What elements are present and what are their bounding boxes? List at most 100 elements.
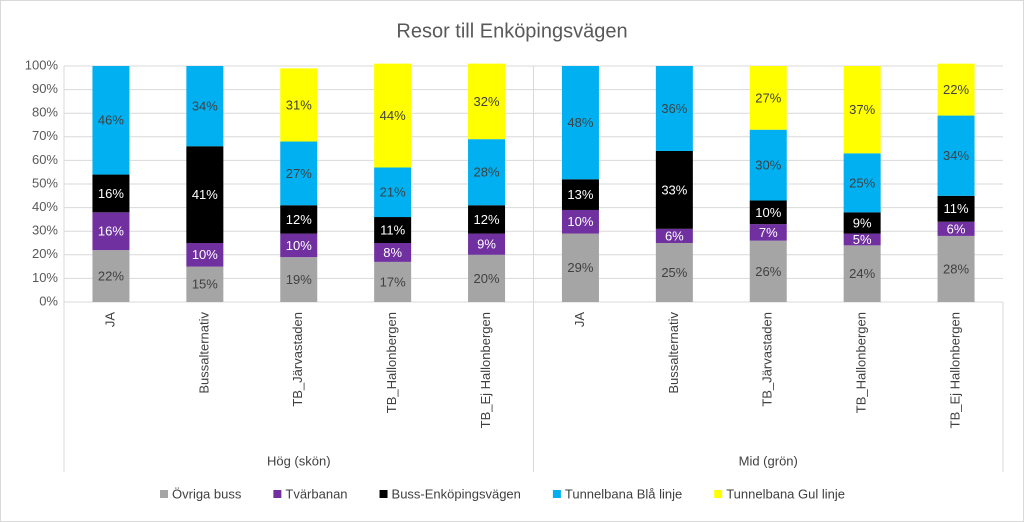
bar-segment bbox=[561, 179, 599, 210]
data-label: 32% bbox=[474, 94, 500, 109]
data-label: 37% bbox=[849, 102, 875, 117]
data-label: 26% bbox=[755, 264, 781, 279]
bar-segment bbox=[280, 68, 318, 142]
bar-segment bbox=[749, 240, 787, 302]
bar-segment bbox=[843, 153, 881, 213]
x-tick-label: JA bbox=[572, 312, 587, 328]
bar-segment bbox=[561, 209, 599, 234]
data-label: 31% bbox=[286, 97, 312, 112]
bar-segment bbox=[280, 257, 318, 302]
x-tick-label: JA bbox=[102, 312, 117, 328]
bar-segment bbox=[749, 200, 787, 225]
data-label: 41% bbox=[192, 187, 218, 202]
data-label: 16% bbox=[98, 186, 124, 201]
group-label: Mid (grön) bbox=[739, 453, 798, 468]
bar-segment bbox=[374, 167, 412, 218]
y-tick-label: 30% bbox=[32, 223, 58, 238]
data-label: 29% bbox=[567, 260, 593, 275]
bar-segment bbox=[937, 221, 975, 236]
bar-segment bbox=[374, 261, 412, 302]
bar-segment bbox=[280, 233, 318, 258]
data-label: 12% bbox=[286, 212, 312, 227]
bar-segment bbox=[92, 250, 130, 302]
data-label: 11% bbox=[380, 222, 405, 237]
data-label: 11% bbox=[944, 201, 969, 216]
bar-segment bbox=[280, 205, 318, 234]
bar-segment bbox=[843, 66, 881, 154]
x-tick-label: TB_Hallonbergen bbox=[384, 312, 399, 413]
bar-segment bbox=[186, 66, 224, 147]
bar-segment bbox=[186, 146, 224, 243]
bar-segment bbox=[843, 212, 881, 234]
bar-segment bbox=[655, 243, 693, 302]
y-tick-label: 70% bbox=[32, 128, 58, 143]
bar-segment bbox=[561, 233, 599, 302]
data-label: 20% bbox=[474, 271, 500, 286]
legend-marker bbox=[160, 490, 168, 498]
data-label: 15% bbox=[192, 277, 218, 292]
legend-label: Övriga buss bbox=[172, 486, 242, 501]
data-label: 10% bbox=[755, 205, 781, 220]
legend-label: Tunnelbana Gul linje bbox=[726, 486, 845, 501]
data-label: 12% bbox=[474, 212, 500, 227]
y-tick-label: 60% bbox=[32, 152, 58, 167]
bar-segment bbox=[749, 129, 787, 201]
legend-label: Tunnelbana Blå linje bbox=[565, 486, 682, 501]
data-label: 24% bbox=[849, 266, 875, 281]
y-tick-label: 20% bbox=[32, 246, 58, 261]
legend-marker bbox=[379, 490, 388, 498]
chart-title: Resor till Enköpingsvägen bbox=[396, 20, 627, 42]
x-tick-label: TB_Ej Hallonbergen bbox=[478, 312, 493, 428]
data-label: 16% bbox=[98, 224, 124, 239]
bar-segment bbox=[468, 233, 506, 255]
y-tick-label: 90% bbox=[32, 81, 58, 96]
bar-segment bbox=[280, 141, 318, 206]
data-label: 44% bbox=[380, 108, 406, 123]
data-label: 48% bbox=[567, 115, 593, 130]
data-label: 6% bbox=[665, 228, 684, 243]
bar-segment bbox=[374, 63, 412, 168]
bar-segment bbox=[468, 205, 506, 234]
data-label: 10% bbox=[286, 238, 312, 253]
y-tick-label: 100% bbox=[25, 57, 59, 72]
bar-segment bbox=[186, 266, 224, 302]
legend-label: Buss-Enköpingsvägen bbox=[392, 486, 521, 501]
data-label: 8% bbox=[383, 245, 402, 260]
data-label: 27% bbox=[286, 166, 312, 181]
data-label: 28% bbox=[474, 165, 500, 180]
y-tick-label: 50% bbox=[32, 175, 58, 190]
data-label: 21% bbox=[380, 185, 406, 200]
group-label: Hög (skön) bbox=[267, 453, 331, 468]
x-tick-label: Bussalternativ bbox=[196, 312, 211, 394]
bar-segment bbox=[749, 224, 787, 241]
data-label: 28% bbox=[943, 261, 969, 276]
bar-segment bbox=[937, 115, 975, 196]
legend-marker bbox=[714, 490, 723, 498]
data-label: 30% bbox=[755, 158, 781, 173]
bar-segment bbox=[92, 66, 130, 175]
bar-segment bbox=[749, 66, 787, 130]
x-tick-label: TB_Hallonbergen bbox=[854, 312, 869, 413]
bar-segment bbox=[468, 254, 506, 302]
data-label: 25% bbox=[661, 265, 687, 280]
bar-segment bbox=[468, 139, 506, 206]
bar-segment bbox=[92, 212, 130, 251]
bar-segment bbox=[937, 63, 975, 116]
bar-segment bbox=[937, 235, 975, 302]
bar-segment bbox=[655, 150, 693, 229]
data-label: 13% bbox=[567, 187, 593, 202]
data-label: 27% bbox=[755, 90, 781, 105]
data-label: 22% bbox=[943, 82, 969, 97]
bar-segment bbox=[655, 66, 693, 151]
y-tick-label: 80% bbox=[32, 105, 58, 120]
x-tick-label: TB_Ej Hallonbergen bbox=[947, 312, 962, 428]
bar-segment bbox=[655, 228, 693, 243]
legend-label: Tvärbanan bbox=[285, 486, 347, 501]
bar-segment bbox=[937, 195, 975, 222]
bar-segment bbox=[843, 233, 881, 246]
y-tick-label: 40% bbox=[32, 199, 58, 214]
data-label: 17% bbox=[380, 274, 406, 289]
data-label: 22% bbox=[98, 268, 124, 283]
y-tick-label: 0% bbox=[39, 293, 58, 308]
